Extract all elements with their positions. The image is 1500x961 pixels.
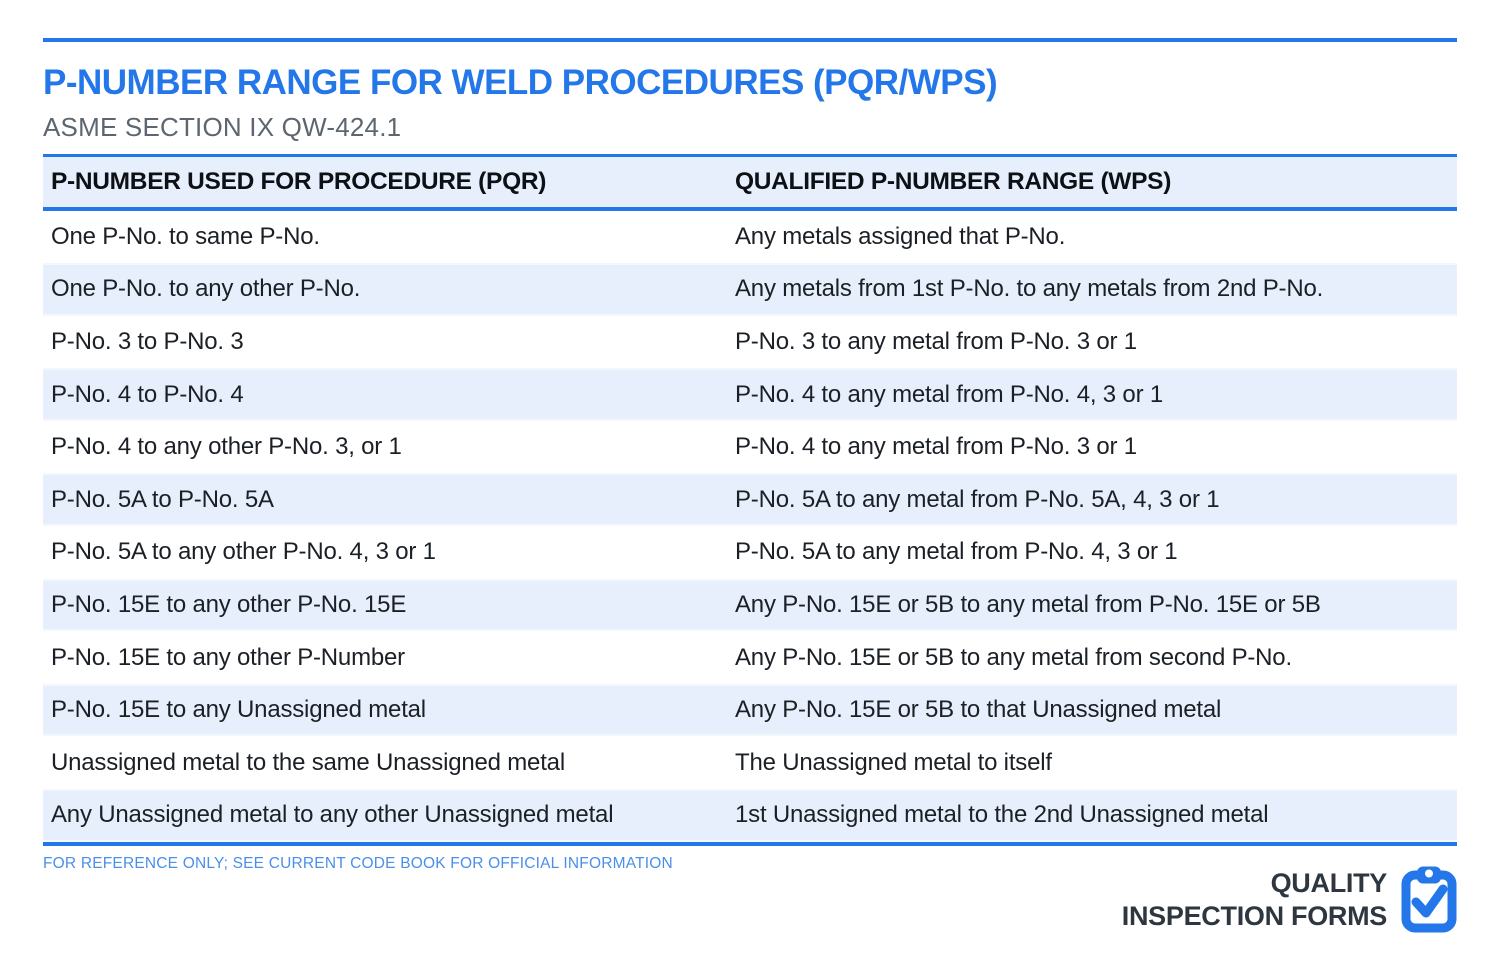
- cell-pqr: P-No. 3 to P-No. 3: [51, 327, 244, 355]
- table-header-row: P-NUMBER USED FOR PROCEDURE (PQR) QUALIF…: [43, 156, 1457, 207]
- cell-wps: P-No. 5A to any metal from P-No. 5A, 4, …: [735, 485, 1220, 513]
- cell-pqr: P-No. 15E to any other P-No. 15E: [51, 590, 407, 618]
- cell-pqr: P-No. 4 to P-No. 4: [51, 380, 244, 408]
- table-row: P-No. 15E to any other P-No. 15E Any P-N…: [43, 578, 1457, 632]
- cell-pqr: P-No. 15E to any Unassigned metal: [51, 696, 426, 724]
- brand-line-1: QUALITY: [1270, 867, 1388, 898]
- brand-line-2: INSPECTION FORMS: [1121, 900, 1388, 931]
- cell-wps: The Unassigned metal to itself: [735, 748, 1052, 776]
- cell-wps: Any metals from 1st P-No. to any metals …: [735, 275, 1324, 303]
- table-row: P-No. 3 to P-No. 3 P-No. 3 to any metal …: [43, 315, 1457, 369]
- page-title: P-NUMBER RANGE FOR WELD PROCEDURES (PQR/…: [43, 63, 998, 102]
- cell-wps: P-No. 4 to any metal from P-No. 4, 3 or …: [735, 380, 1163, 408]
- cell-wps: Any P-No. 15E or 5B to that Unassigned m…: [735, 696, 1222, 724]
- cell-pqr: P-No. 4 to any other P-No. 3, or 1: [51, 433, 402, 461]
- pnumber-range-table: P-NUMBER USED FOR PROCEDURE (PQR) QUALIF…: [43, 156, 1457, 846]
- cell-pqr: One P-No. to same P-No.: [51, 222, 320, 250]
- cell-pqr: One P-No. to any other P-No.: [51, 275, 361, 303]
- table-row: P-No. 4 to P-No. 4 P-No. 4 to any metal …: [43, 368, 1457, 421]
- cell-pqr: P-No. 15E to any other P-Number: [51, 643, 405, 671]
- cell-pqr: Unassigned metal to the same Unassigned …: [51, 748, 565, 776]
- column-header-wps: QUALIFIED P-NUMBER RANGE (WPS): [735, 167, 1172, 195]
- cell-pqr: P-No. 5A to P-No. 5A: [51, 485, 274, 513]
- table-row: P-No. 5A to P-No. 5A P-No. 5A to any met…: [43, 473, 1457, 527]
- top-divider: [43, 38, 1457, 42]
- cell-wps: Any P-No. 15E or 5B to any metal from se…: [735, 643, 1292, 671]
- brand-logo-text: QUALITY INSPECTION FORMS: [1121, 867, 1388, 933]
- cell-pqr: P-No. 5A to any other P-No. 4, 3 or 1: [51, 538, 436, 566]
- cell-wps: P-No. 4 to any metal from P-No. 3 or 1: [735, 433, 1137, 461]
- cell-wps: 1st Unassigned metal to the 2nd Unassign…: [735, 801, 1269, 829]
- table-row: One P-No. to same P-No. Any metals assig…: [43, 210, 1457, 264]
- table-row: Any Unassigned metal to any other Unassi…: [43, 789, 1457, 842]
- brand-logo: QUALITY INSPECTION FORMS: [1122, 866, 1457, 933]
- clipboard-check-icon: [1401, 866, 1457, 933]
- header-divider: [43, 206, 1457, 211]
- cell-wps: Any P-No. 15E or 5B to any metal from P-…: [735, 590, 1321, 618]
- cell-wps: Any metals assigned that P-No.: [735, 222, 1066, 250]
- table-row: P-No. 15E to any Unassigned metal Any P-…: [43, 683, 1457, 737]
- table-row: Unassigned metal to the same Unassigned …: [43, 736, 1457, 790]
- column-header-pqr: P-NUMBER USED FOR PROCEDURE (PQR): [51, 167, 547, 195]
- cell-wps: P-No. 5A to any metal from P-No. 4, 3 or…: [735, 538, 1178, 566]
- page-subtitle: ASME SECTION IX QW-424.1: [43, 111, 402, 142]
- table-body: One P-No. to same P-No. Any metals assig…: [43, 210, 1457, 842]
- cell-pqr: Any Unassigned metal to any other Unassi…: [51, 801, 614, 829]
- table-top-divider: [43, 153, 1457, 157]
- table-bottom-divider: [43, 841, 1457, 846]
- table-row: P-No. 15E to any other P-Number Any P-No…: [43, 631, 1457, 684]
- reference-disclaimer: FOR REFERENCE ONLY; SEE CURRENT CODE BOO…: [43, 854, 673, 872]
- table-row: P-No. 4 to any other P-No. 3, or 1 P-No.…: [43, 420, 1457, 474]
- table-row: P-No. 5A to any other P-No. 4, 3 or 1 P-…: [43, 526, 1457, 579]
- table-row: One P-No. to any other P-No. Any metals …: [43, 263, 1457, 316]
- checkmark-icon: [1411, 884, 1448, 918]
- cell-wps: P-No. 3 to any metal from P-No. 3 or 1: [735, 327, 1137, 355]
